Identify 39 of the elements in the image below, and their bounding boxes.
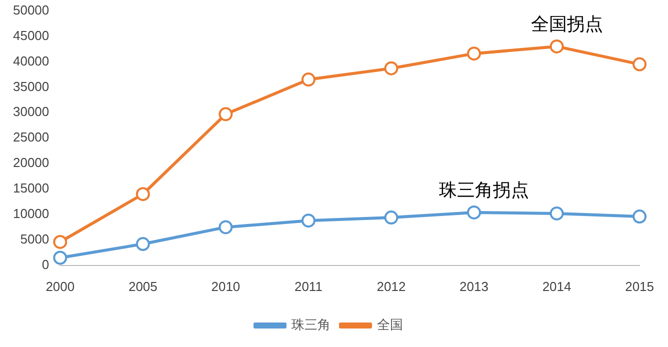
point — [384, 61, 398, 76]
x-tick-label: 2013 — [460, 278, 488, 294]
y-tick-label: 25000 — [12, 130, 50, 145]
x-tick-label: 2011 — [294, 278, 322, 294]
point — [218, 220, 233, 234]
x-tick-label: 2015 — [625, 278, 654, 294]
x-tick-label: 2014 — [542, 278, 572, 294]
point — [384, 210, 398, 225]
point — [53, 234, 68, 249]
legend-label: 珠三角 — [292, 318, 330, 333]
x-tick-label: 2005 — [128, 278, 158, 294]
point — [632, 210, 647, 224]
x-tick-label: 2000 — [46, 278, 75, 294]
point — [301, 214, 316, 228]
y-tick-label: 40000 — [12, 53, 50, 68]
y-tick-label: 10000 — [12, 206, 50, 222]
point — [467, 205, 481, 220]
y-tick-label: 15000 — [12, 180, 50, 196]
point — [53, 250, 68, 265]
point — [136, 187, 150, 202]
point — [467, 46, 481, 61]
annotation: 珠三角拐点 — [439, 180, 529, 202]
y-tick-label: 50000 — [12, 2, 50, 18]
point — [550, 39, 564, 54]
point — [218, 107, 233, 122]
point — [136, 237, 150, 252]
point — [550, 206, 564, 220]
y-tick-label: 20000 — [12, 155, 50, 170]
x-tick-label: 2012 — [376, 278, 406, 294]
y-tick-label: 35000 — [12, 78, 50, 94]
y-tick-label: 45000 — [12, 28, 50, 43]
point — [301, 72, 316, 87]
annotation: 全国拐点 — [530, 14, 603, 36]
y-tick-label: 0 — [42, 256, 50, 272]
legend-label: 全国 — [377, 318, 403, 333]
x-tick-label: 2010 — [211, 278, 240, 294]
point — [632, 57, 647, 72]
y-tick-label: 5000 — [20, 232, 50, 247]
y-tick-label: 30000 — [12, 104, 50, 120]
